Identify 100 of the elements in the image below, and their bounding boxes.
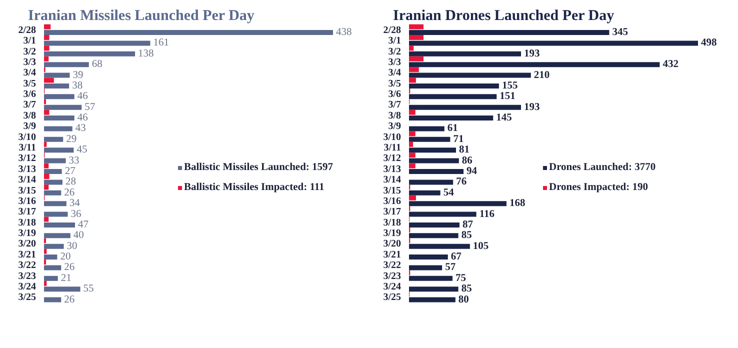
data-label: 26 (64, 262, 75, 274)
y-tick-label: 3/11 (18, 142, 36, 154)
data-label: 28 (65, 176, 76, 188)
bar (409, 142, 414, 147)
y-tick-label: 3/19 (18, 228, 36, 240)
data-label: 438 (336, 27, 352, 38)
data-label: 61 (447, 123, 458, 134)
bar (409, 35, 424, 40)
y-tick-label: 3/20 (383, 238, 401, 250)
bar (44, 30, 333, 35)
data-label: 47 (78, 219, 89, 230)
data-label: 20 (60, 252, 71, 263)
y-tick-label: 3/8 (23, 110, 36, 122)
legend-label: Drones Launched: 3770 (549, 162, 656, 173)
y-tick-label: 3/22 (18, 260, 36, 272)
data-label: 54 (443, 187, 455, 198)
data-label: 46 (77, 91, 88, 102)
bar (409, 201, 506, 206)
y-tick-label: 3/3 (388, 56, 401, 68)
data-label: 94 (466, 166, 478, 177)
bar (409, 163, 416, 168)
bar (44, 40, 150, 46)
bar (409, 265, 442, 270)
y-tick-label: 3/7 (388, 100, 401, 111)
bar (409, 56, 424, 62)
bar (44, 201, 66, 206)
data-label: 46 (77, 112, 88, 124)
bar (409, 136, 450, 142)
data-label: 432 (662, 59, 678, 70)
bar (44, 56, 49, 62)
data-label: 55 (83, 284, 94, 295)
bar (409, 276, 453, 281)
y-tick-label: 3/2 (23, 46, 36, 58)
data-label: 45 (76, 144, 88, 156)
data-label: 86 (462, 155, 472, 166)
bar (44, 248, 47, 254)
bar (409, 180, 454, 185)
bar (44, 62, 89, 68)
bar (409, 169, 464, 174)
y-tick-label: 3/2 (388, 46, 401, 58)
legend-label: Ballistic Missiles Launched: 1597 (184, 162, 334, 173)
chart-title: Iranian Drones Launched Per Day (393, 8, 616, 24)
bar (409, 195, 416, 200)
y-tick-label: 3/13 (18, 164, 36, 175)
data-label: 168 (509, 198, 526, 210)
data-label: 26 (64, 187, 75, 198)
data-label: 498 (701, 38, 717, 49)
bar (44, 286, 80, 292)
data-label: 105 (472, 240, 489, 252)
bar (44, 148, 74, 153)
bar (44, 83, 70, 88)
data-label: 57 (84, 102, 96, 113)
data-label: 85 (461, 284, 472, 295)
y-tick-label: 3/17 (18, 206, 36, 218)
bar (44, 222, 76, 228)
bar (409, 51, 521, 56)
bar (409, 104, 521, 110)
data-label: 57 (445, 262, 456, 274)
y-tick-label: 3/14 (383, 174, 401, 186)
y-tick-label: 3/25 (18, 292, 36, 304)
bar (44, 35, 50, 40)
y-tick-label: 3/11 (384, 142, 401, 154)
bar (409, 126, 444, 132)
data-label: 76 (456, 176, 467, 188)
data-label: 71 (453, 134, 464, 145)
bar (409, 190, 440, 196)
data-label: 81 (459, 144, 470, 156)
data-label: 39 (72, 70, 84, 81)
y-tick-label: 3/5 (23, 78, 36, 90)
bar (44, 136, 64, 142)
y-tick-label: 3/16 (383, 196, 401, 207)
bar (409, 212, 476, 217)
y-tick-label: 3/18 (383, 217, 401, 228)
y-tick-label: 3/13 (383, 164, 401, 175)
data-label: 67 (450, 252, 462, 263)
bar (44, 212, 68, 217)
bar (44, 190, 62, 196)
bar (409, 62, 660, 68)
data-label: 345 (612, 27, 628, 38)
y-tick-label: 3/14 (18, 174, 36, 186)
data-label: 43 (75, 123, 86, 134)
y-tick-label: 3/22 (383, 260, 401, 272)
data-label: 21 (60, 272, 72, 284)
bar (409, 40, 698, 46)
y-tick-label: 3/20 (18, 238, 36, 250)
bar (44, 180, 62, 185)
bar (409, 286, 458, 292)
data-label: 40 (73, 230, 84, 242)
bar (44, 72, 70, 78)
y-tick-label: 3/25 (383, 292, 401, 304)
bar (409, 254, 448, 260)
bar (409, 24, 424, 30)
y-tick-label: 3/4 (388, 68, 401, 79)
y-tick-label: 3/9 (388, 121, 401, 132)
bar (44, 297, 62, 302)
data-label: 155 (502, 80, 518, 92)
bar (44, 104, 82, 110)
bar (409, 222, 460, 228)
y-tick-label: 3/1 (388, 36, 401, 47)
y-tick-label: 3/10 (383, 132, 401, 143)
